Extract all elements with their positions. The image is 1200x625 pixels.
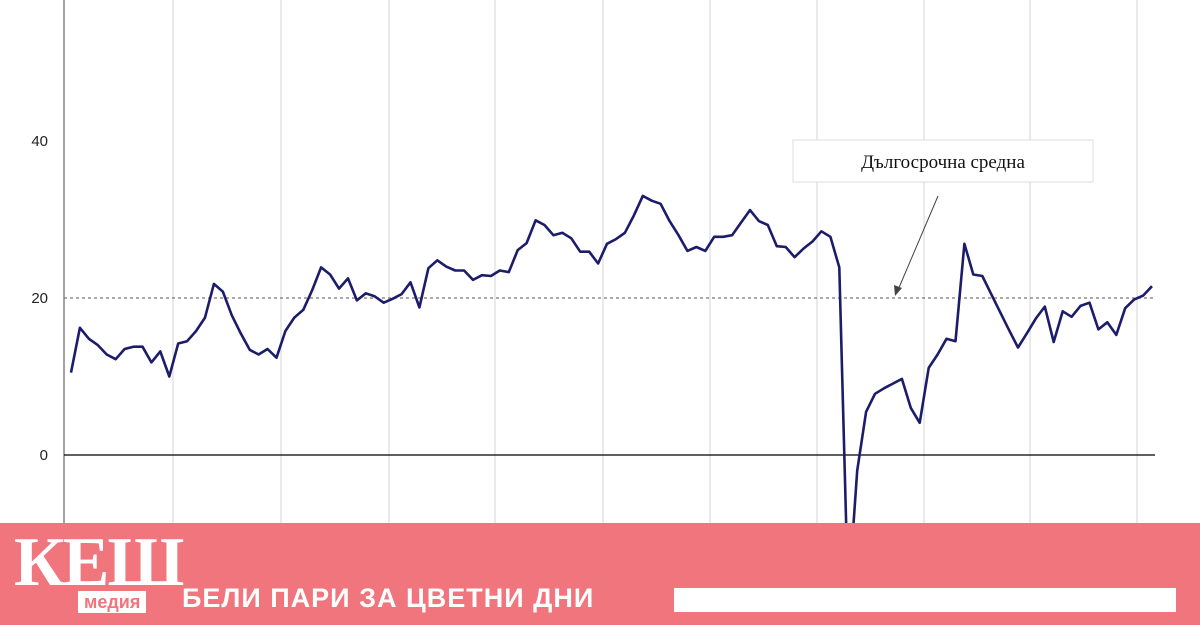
annotation-label: Дългосрочна средна	[861, 152, 1025, 173]
annotation-arrow-head	[894, 285, 902, 296]
logo-subtitle: медия	[78, 591, 147, 613]
annotation-arrow-shaft	[897, 195, 939, 291]
chart-gridlines	[172, 0, 1138, 625]
slogan-bar	[674, 588, 1176, 612]
logo-wordmark: КЕШ	[14, 524, 184, 601]
series-line	[69, 194, 1153, 602]
brand-logo: КЕШ медия	[14, 524, 184, 621]
y-tick-label: 40	[31, 133, 48, 150]
brand-banner: КЕШ медия БЕЛИ ПАРИ ЗА ЦВЕТНИ ДНИ	[0, 523, 1200, 625]
slogan: БЕЛИ ПАРИ ЗА ЦВЕТНИ ДНИ	[182, 583, 595, 613]
annotation-box	[792, 139, 1094, 183]
y-tick-label: 20	[31, 290, 48, 307]
y-tick-label: 0	[40, 447, 48, 464]
annotation: Дългосрочна средна	[792, 139, 1094, 296]
